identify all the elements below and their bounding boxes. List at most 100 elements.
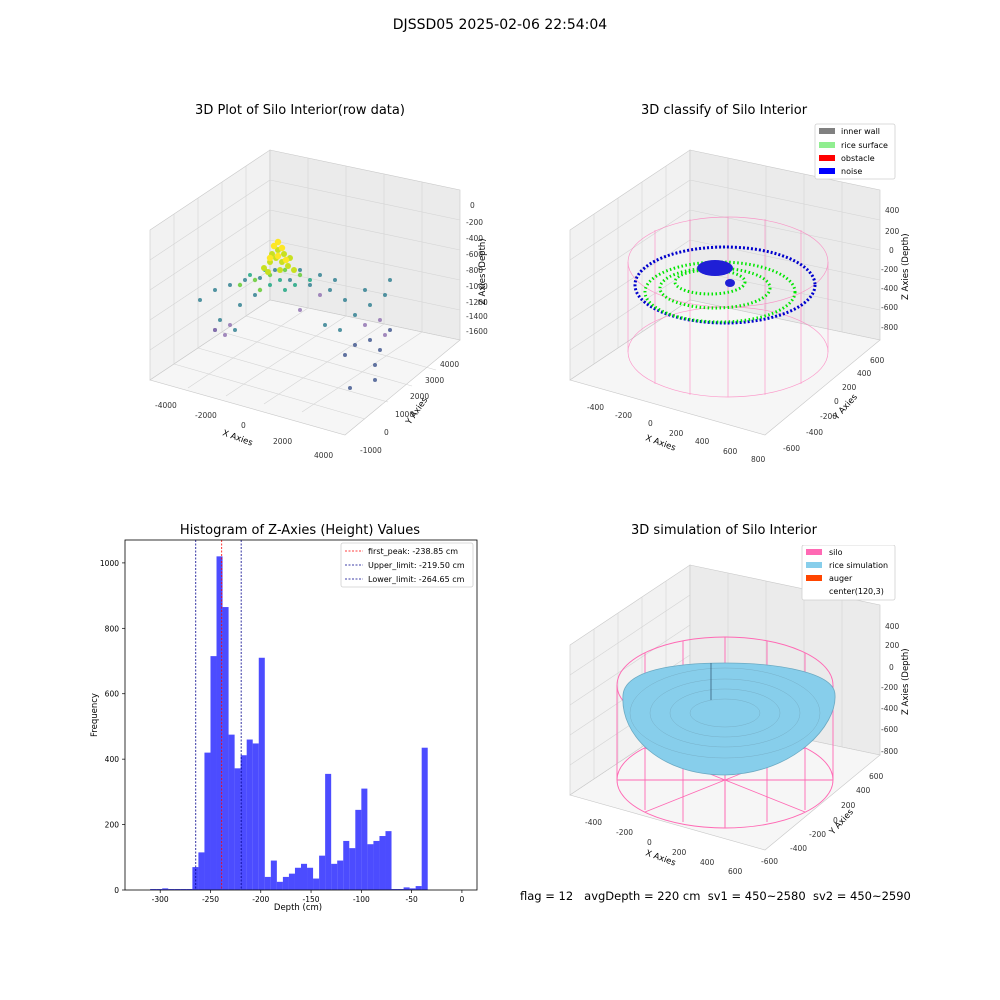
panel4-simulation-surface: -400 -200 0 200 400 600 -600 -400 -200 0… bbox=[569, 545, 910, 875]
panel4-zlabel: Z Axies (Depth) bbox=[901, 648, 910, 715]
histogram-xlabel: Depth (cm) bbox=[274, 903, 322, 913]
histogram-bar bbox=[349, 848, 356, 890]
panel4-xtick: 200 bbox=[672, 848, 687, 857]
panel1-ztick: -1600 bbox=[466, 327, 488, 336]
histogram-ytick-label: 400 bbox=[105, 755, 120, 764]
histogram-bar bbox=[216, 556, 223, 890]
panel4-ytick: 600 bbox=[869, 772, 884, 781]
panel2-ytick: -200 bbox=[820, 412, 837, 421]
panel1-ztick: -400 bbox=[466, 234, 483, 243]
panel3-histogram: -300 -250 -200 -150 -100 -50 0 0 200 400 600 800 100… bbox=[90, 539, 478, 913]
panel4-ylabel: Y Axies bbox=[827, 807, 856, 838]
histogram-frame bbox=[124, 539, 478, 891]
panel1-xlabel: X Axies bbox=[221, 428, 254, 448]
histogram-bar bbox=[162, 888, 169, 890]
histogram-bar bbox=[288, 873, 295, 890]
panel1-xtick: -2000 bbox=[195, 411, 217, 420]
panel2-ztick: 400 bbox=[885, 206, 900, 215]
panel1-ztick: -1200 bbox=[466, 298, 488, 307]
histogram-bar bbox=[246, 739, 253, 890]
histogram-bar bbox=[228, 734, 235, 890]
histogram-bar bbox=[313, 878, 320, 890]
panel4-ztick: -200 bbox=[881, 683, 898, 692]
legend-label-upper-limit: Upper_limit: -219.50 cm bbox=[368, 561, 465, 570]
panel4-xtick: 400 bbox=[700, 858, 715, 867]
histogram-bar bbox=[174, 889, 181, 890]
legend-swatch bbox=[819, 168, 835, 174]
histogram-bar bbox=[264, 876, 271, 890]
histogram-bar bbox=[180, 889, 187, 890]
legend-swatch bbox=[806, 562, 822, 568]
panel1-xtick: 0 bbox=[241, 421, 246, 430]
legend-label: obstacle bbox=[841, 154, 875, 163]
panel4-xtick: -400 bbox=[585, 818, 602, 827]
panel4-ytick: -400 bbox=[790, 844, 807, 853]
histogram-bar bbox=[391, 889, 398, 890]
histogram-ytick-label: 1000 bbox=[100, 559, 119, 568]
histogram-legend: first_peak: -238.85 cm Upper_limit: -219… bbox=[340, 542, 474, 588]
panel1-ytick: 2000 bbox=[410, 392, 429, 401]
panel1-ytick: 0 bbox=[384, 428, 389, 437]
panel2-ztick: 200 bbox=[885, 227, 900, 236]
panel4-ztick: -600 bbox=[881, 725, 898, 734]
panel2-ztick: -400 bbox=[881, 284, 898, 293]
histogram-bar bbox=[192, 867, 199, 890]
histogram-bar bbox=[222, 607, 229, 890]
panel2-xtick: 400 bbox=[695, 437, 710, 446]
histogram-bar bbox=[325, 773, 332, 890]
panel4-xtick: 600 bbox=[728, 867, 743, 875]
histogram-bar bbox=[210, 656, 217, 890]
footer-flag: flag = 12 bbox=[520, 889, 574, 903]
panel4-xtick: 0 bbox=[647, 838, 652, 847]
histogram-bar bbox=[373, 840, 380, 890]
panel1-ytick: -1000 bbox=[360, 446, 382, 455]
histogram-xtick-label: -50 bbox=[406, 895, 418, 904]
panel1-ytick: 4000 bbox=[440, 360, 459, 369]
panel1-ztick: -1000 bbox=[466, 282, 488, 291]
panel1-title: 3D Plot of Silo Interior(row data) bbox=[195, 103, 405, 118]
histogram-bar bbox=[379, 836, 386, 890]
panel2-ytick: -600 bbox=[783, 444, 800, 453]
legend-swatch bbox=[819, 142, 835, 148]
panel2-xtick: -200 bbox=[615, 411, 632, 420]
panel1-ytick: 3000 bbox=[425, 376, 444, 385]
panel1-ztick: -200 bbox=[466, 218, 483, 227]
histogram-bar bbox=[234, 768, 241, 890]
panel4-ztick: -800 bbox=[881, 747, 898, 756]
histogram-bar bbox=[301, 863, 308, 890]
histogram-bar bbox=[204, 752, 211, 890]
histogram-bar bbox=[240, 755, 247, 890]
histogram-bar bbox=[421, 747, 428, 890]
panel1-ztick: -600 bbox=[466, 250, 483, 259]
panel2-xtick: 200 bbox=[669, 429, 684, 438]
histogram-bar bbox=[258, 657, 265, 890]
panel1-xtick: -4000 bbox=[155, 401, 177, 410]
histogram-bar bbox=[156, 889, 163, 890]
histogram-bar bbox=[319, 855, 326, 890]
footer-status-line: flag = 12 avgDepth = 220 cm sv1 = 450~25… bbox=[520, 889, 911, 903]
legend-label: center(120,3) bbox=[829, 587, 884, 596]
panel1-xtick: 4000 bbox=[314, 451, 333, 460]
panel2-ztick: -800 bbox=[881, 323, 898, 332]
legend-label: rice simulation bbox=[829, 561, 888, 570]
panel2-xtick: 0 bbox=[648, 419, 653, 428]
panel2-ztick: -200 bbox=[881, 265, 898, 274]
histogram-bar bbox=[355, 809, 362, 890]
histogram-ytick-label: 600 bbox=[105, 690, 120, 699]
histogram-bar bbox=[337, 860, 344, 890]
panel3-title: Histogram of Z-Axies (Height) Values bbox=[179, 523, 421, 538]
legend-label-lower-limit: Lower_limit: -264.65 cm bbox=[368, 575, 465, 584]
panel1-raw-scatter: -4000 -2000 0 2000 4000 -1000 0 1000 200… bbox=[149, 149, 488, 460]
histogram-bar bbox=[385, 831, 392, 890]
panel4-title: 3D simulation of Silo Interior bbox=[631, 523, 817, 538]
panel4-ytick: -200 bbox=[809, 830, 826, 839]
panel4-xtick: -200 bbox=[616, 828, 633, 837]
panel1-zlabel: Z Axies (Depth) bbox=[478, 238, 488, 305]
panel4-ztick: 200 bbox=[885, 641, 900, 650]
histogram-bar bbox=[361, 788, 368, 890]
legend-swatch bbox=[819, 155, 835, 161]
histogram-bar bbox=[367, 844, 374, 890]
histogram-bar bbox=[343, 840, 350, 890]
panel4-ztick: 400 bbox=[885, 622, 900, 631]
panel2-ytick: 0 bbox=[834, 397, 839, 406]
